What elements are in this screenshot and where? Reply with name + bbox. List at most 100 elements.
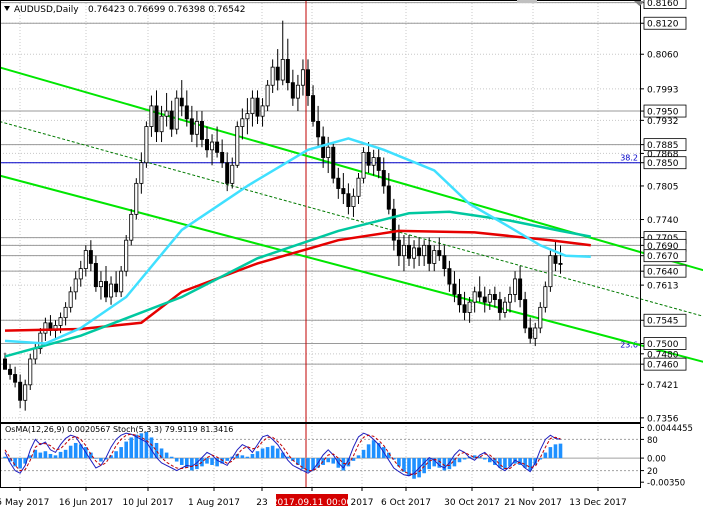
- osma-bar: [422, 458, 426, 474]
- time-marker-label: 2017.09.11 00:00: [272, 498, 353, 508]
- candle-body-down: [316, 120, 321, 138]
- candle: [204, 126, 209, 158]
- price-label-box: [643, 104, 687, 118]
- osma-bar: [488, 458, 492, 463]
- candle: [199, 111, 204, 148]
- candle: [447, 260, 452, 292]
- candle-body-down: [275, 66, 280, 81]
- osma-bar: [210, 458, 214, 465]
- candle-body-down: [497, 299, 502, 313]
- osma-bar: [260, 448, 265, 459]
- osma-bar: [190, 458, 194, 471]
- candle-body-up: [164, 110, 169, 117]
- shift-triangle-icon[interactable]: [634, 1, 645, 6]
- osma-bar: [159, 448, 164, 459]
- osma-bar: [119, 447, 123, 459]
- candle-body-down: [8, 368, 13, 375]
- osma-bar: [442, 458, 447, 471]
- main-pane-frame: [0, 0, 641, 423]
- candle-body-down: [417, 247, 422, 257]
- price-label-box: [643, 357, 687, 371]
- price-label-box: [643, 156, 687, 170]
- osma-bar: [235, 453, 240, 459]
- osma-bar: [53, 455, 58, 459]
- candle: [129, 209, 134, 246]
- candle-body-up: [533, 327, 538, 339]
- candle-body-up: [371, 157, 376, 166]
- time-tick-label: 21 Nov 2017: [504, 498, 562, 508]
- osma-bar: [275, 448, 280, 459]
- osma-bar: [149, 437, 154, 459]
- osma-bar: [68, 445, 73, 459]
- candle: [472, 286, 477, 313]
- candle: [548, 250, 553, 292]
- candle-body-down: [169, 110, 174, 130]
- candle-body-up: [538, 306, 543, 329]
- candle-body-down: [376, 157, 381, 171]
- osma-bar: [250, 453, 255, 459]
- candle-body-up: [472, 291, 477, 303]
- candle-body-up: [245, 113, 250, 120]
- candle-body-up: [401, 244, 406, 257]
- osma-bar: [407, 458, 411, 476]
- osma-bar: [493, 458, 497, 465]
- candle-body-down: [477, 291, 482, 298]
- fibo-label: 23.6: [620, 341, 638, 350]
- candle-body-up: [351, 195, 356, 208]
- scroll-handle[interactable]: [517, 0, 537, 3]
- candle-body-down: [391, 208, 396, 241]
- ohlc-values: 0.76423 0.76699 0.76398 0.76542: [88, 5, 245, 15]
- candle: [73, 271, 78, 300]
- candle-body-up: [507, 294, 512, 303]
- time-tick-label: 23: [256, 498, 267, 508]
- candle: [391, 198, 396, 251]
- candle: [457, 278, 462, 313]
- price-tick-label: 0.7640: [647, 268, 679, 278]
- candle-body-down: [104, 281, 109, 298]
- candle: [513, 271, 518, 303]
- candle: [422, 240, 427, 267]
- candle: [265, 80, 270, 112]
- candle-body-up: [119, 270, 124, 293]
- osma-bar: [245, 456, 250, 459]
- candle: [295, 74, 300, 112]
- candle: [114, 271, 119, 298]
- candle: [68, 286, 73, 313]
- candle: [326, 136, 331, 174]
- candle: [316, 105, 321, 148]
- candle: [482, 286, 487, 313]
- price-tick-label: 0.7950: [647, 108, 679, 118]
- osma-bar: [164, 452, 169, 459]
- candle-body-up: [109, 283, 114, 298]
- candle-body-down: [492, 294, 497, 300]
- candle-body-down: [311, 95, 316, 122]
- candle-body-down: [336, 177, 341, 189]
- osma-bar: [482, 458, 487, 460]
- candle-body-up: [38, 332, 43, 350]
- time-tick-label: 10 Jul 2017: [123, 498, 174, 508]
- candle-body-up: [432, 250, 437, 264]
- candle: [386, 173, 391, 215]
- candle: [38, 327, 43, 354]
- candle-body-down: [462, 304, 467, 313]
- osma-bar: [280, 452, 285, 459]
- candle-body-down: [13, 374, 18, 383]
- osma-bar: [452, 458, 457, 467]
- osma-bar: [139, 433, 144, 459]
- candle: [164, 92, 169, 127]
- osma-bar: [346, 458, 351, 467]
- price-tick-label: 0.7356: [647, 414, 679, 424]
- candle-body-up: [83, 250, 88, 269]
- candle: [144, 121, 149, 168]
- osma-bar: [28, 455, 33, 459]
- price-tick-label: 0.7690: [647, 242, 679, 252]
- osma-bar: [200, 458, 204, 467]
- price-label-box: [643, 313, 687, 327]
- candle: [179, 80, 184, 117]
- candle: [225, 152, 230, 192]
- osma-bar: [498, 458, 502, 468]
- candle-body-up: [210, 141, 215, 151]
- candle-body-down: [285, 59, 290, 84]
- candle-body-up: [194, 120, 199, 135]
- price-tick-label: 0.7740: [647, 216, 679, 226]
